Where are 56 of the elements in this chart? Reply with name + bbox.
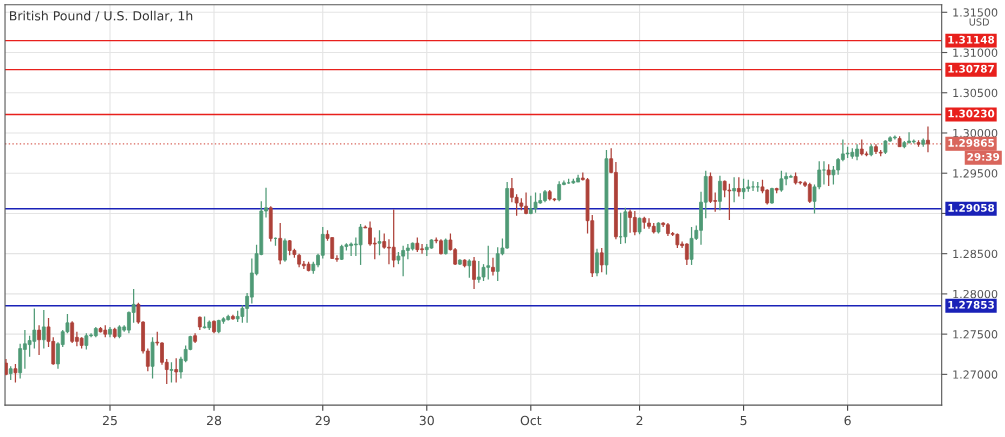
- candlestick: [557, 180, 562, 202]
- candlestick: [472, 256, 476, 290]
- candlestick: [826, 163, 831, 187]
- ref-line-label: 1.30230: [948, 109, 995, 118]
- candlestick: [491, 257, 495, 277]
- x-tick-label: 29: [315, 415, 330, 426]
- x-tick-label: 30: [419, 415, 434, 426]
- candlestick: [37, 324, 41, 356]
- candlestick: [358, 223, 363, 266]
- candlestick: [684, 242, 689, 266]
- y-axis-title: USD: [969, 18, 989, 26]
- candlestick: [13, 363, 18, 384]
- y-tick-label: 1.29500: [953, 169, 998, 178]
- ref-line-label: 1.30787: [948, 64, 994, 73]
- y-tick-label: 1.28000: [953, 289, 998, 299]
- y-tick-label: 1.31000: [953, 48, 998, 57]
- candlestick: [632, 210, 637, 236]
- ref-line-label: 1.31148: [948, 35, 995, 44]
- y-tick-label: 1.30000: [953, 128, 998, 138]
- ref-line-label: 1.29865: [948, 138, 995, 147]
- candlestick: [741, 178, 746, 200]
- candlestick: [377, 229, 382, 256]
- candlestick: [595, 248, 599, 277]
- candlestick: [278, 222, 283, 265]
- ref-line-label: 1.29058: [948, 203, 995, 212]
- candlestick: [736, 176, 741, 198]
- x-tick-label: 5: [740, 415, 747, 426]
- x-tick-label: 6: [844, 415, 851, 426]
- candlestick: [689, 226, 694, 266]
- candlestick: [533, 191, 538, 214]
- ref-line-label: 1.27853: [948, 300, 994, 309]
- x-tick-label: 25: [102, 415, 117, 426]
- y-tick-label: 1.28500: [953, 249, 998, 259]
- y-tick-label: 1.27000: [953, 370, 998, 379]
- candlestick: [169, 361, 174, 384]
- y-tick-label: 1.30500: [953, 88, 998, 98]
- y-tick-label: 1.31500: [953, 8, 998, 17]
- chart-title: British Pound / U.S. Dollar, 1h: [10, 10, 193, 22]
- candlestick: [174, 357, 179, 384]
- candlestick: [732, 176, 736, 203]
- candlestick: [467, 258, 472, 279]
- candlestick: [718, 175, 722, 211]
- candlestick: [807, 182, 812, 204]
- candlestick: [283, 237, 287, 263]
- candlestick: [70, 320, 75, 344]
- candlestick: [926, 125, 930, 153]
- x-tick-label: 28: [206, 415, 222, 426]
- candlestick: [391, 208, 396, 268]
- candlestick: [727, 183, 732, 221]
- candlestick: [599, 247, 604, 273]
- x-tick-label: 2: [636, 415, 643, 426]
- candlestick: [41, 309, 46, 350]
- x-tick-label: Oct: [520, 415, 542, 426]
- y-tick-label: 1.27500: [953, 330, 998, 339]
- candlestick: [779, 170, 784, 193]
- text: 29:39: [967, 152, 1000, 161]
